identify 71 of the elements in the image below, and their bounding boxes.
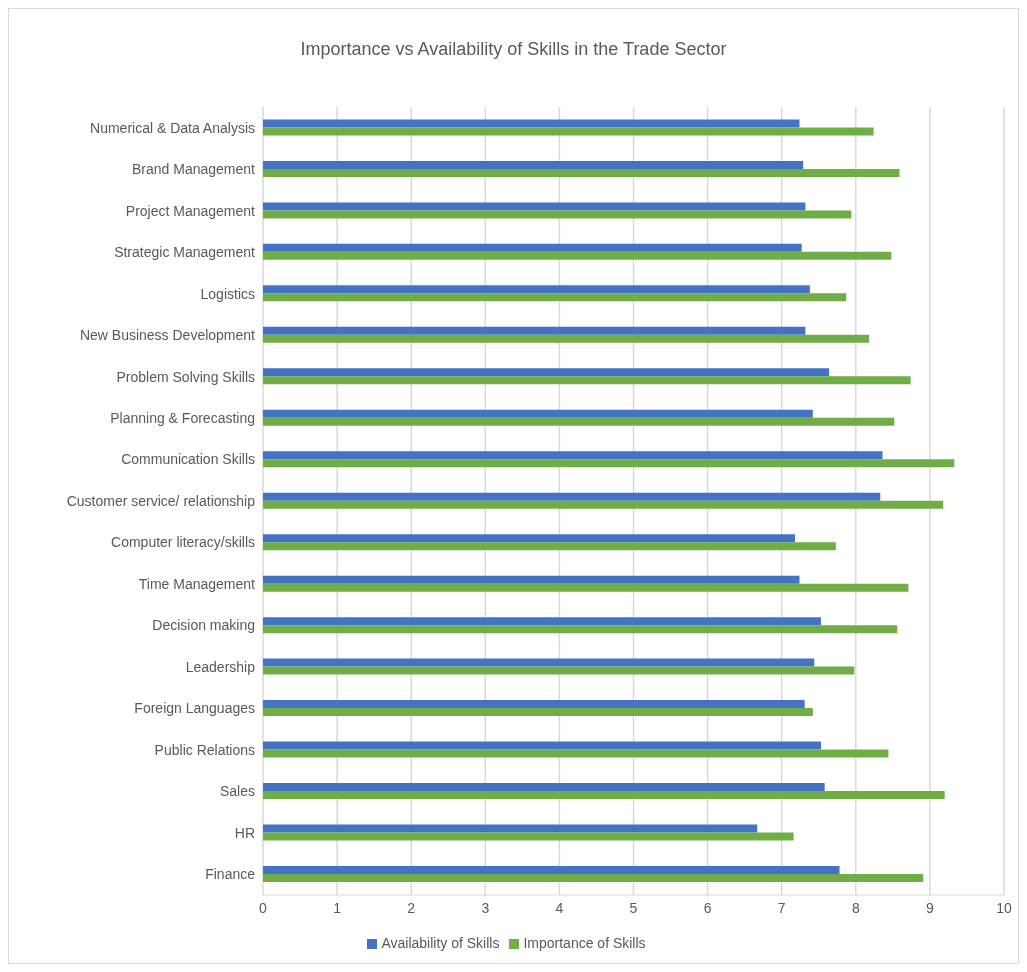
x-tick-label: 3 <box>481 899 490 916</box>
x-tick-label: 10 <box>996 899 1012 916</box>
bar <box>263 409 813 418</box>
bar <box>263 492 881 501</box>
x-tick-label: 4 <box>555 899 564 916</box>
bar <box>263 251 892 260</box>
bar <box>263 168 900 177</box>
y-tick-label: Decision making <box>152 617 255 634</box>
bar <box>263 583 909 592</box>
y-tick-label: Public Relations <box>154 741 255 758</box>
bar <box>263 326 806 335</box>
bar <box>263 210 852 219</box>
legend-label: Importance of Skills <box>523 935 646 951</box>
x-tick-label: 5 <box>629 899 638 916</box>
bar <box>263 617 821 626</box>
bar <box>263 666 855 675</box>
x-tick-label: 8 <box>851 899 860 916</box>
x-tick-label: 0 <box>259 899 268 916</box>
x-tick-label: 6 <box>703 899 712 916</box>
bar <box>263 791 945 800</box>
y-tick-label: Leadership <box>185 658 256 675</box>
bar <box>263 625 898 634</box>
chart-title: Importance vs Availability of Skills in the Trade Sector <box>299 39 728 60</box>
bar <box>263 700 805 709</box>
bar <box>263 500 944 509</box>
y-tick-label: HR <box>234 824 255 841</box>
bar <box>263 334 870 343</box>
y-tick-label: Sales <box>219 783 255 800</box>
bar <box>263 451 883 460</box>
bar <box>263 542 836 551</box>
bar <box>263 202 806 211</box>
x-tick-label: 1 <box>333 899 342 916</box>
bar <box>263 459 955 468</box>
y-tick-label: Brand Management <box>132 161 256 178</box>
bar <box>263 376 911 385</box>
y-tick-label: Strategic Management <box>114 244 256 261</box>
bar <box>263 127 874 136</box>
x-tick-label: 9 <box>926 899 934 916</box>
bar <box>263 160 804 169</box>
y-tick-label: Finance <box>205 866 256 883</box>
bar <box>263 534 796 543</box>
legend-label: Availability of Skills <box>381 935 500 951</box>
y-tick-label: Numerical & Data Analysis <box>90 119 255 136</box>
x-tick-label: 7 <box>777 899 786 916</box>
bar <box>263 658 815 667</box>
y-tick-label: New Business Development <box>79 327 256 344</box>
bar <box>263 285 810 294</box>
bar <box>263 783 825 792</box>
bar <box>263 119 800 128</box>
y-tick-label: Planning & Forecasting <box>110 410 255 427</box>
bar <box>263 243 802 252</box>
bar <box>263 832 794 841</box>
y-tick-label: Computer literacy/skills <box>111 534 255 551</box>
bar <box>263 865 840 874</box>
bar <box>263 368 830 377</box>
bar <box>263 293 847 302</box>
bar <box>263 824 758 833</box>
y-tick-label: Communication Skills <box>121 451 255 468</box>
y-tick-label: Time Management <box>138 575 256 592</box>
y-tick-label: Customer service/ relationship <box>66 492 256 509</box>
y-tick-label: Foreign Languages <box>134 700 255 717</box>
x-tick-label: 2 <box>407 899 416 916</box>
bar <box>263 741 821 750</box>
y-tick-label: Logistics <box>200 285 255 302</box>
bar <box>263 575 800 584</box>
y-tick-label: Problem Solving Skills <box>116 368 255 385</box>
y-tick-label: Project Management <box>125 202 256 219</box>
bar <box>263 708 813 717</box>
bar <box>263 749 889 758</box>
bar <box>263 873 924 882</box>
bar <box>263 417 895 426</box>
